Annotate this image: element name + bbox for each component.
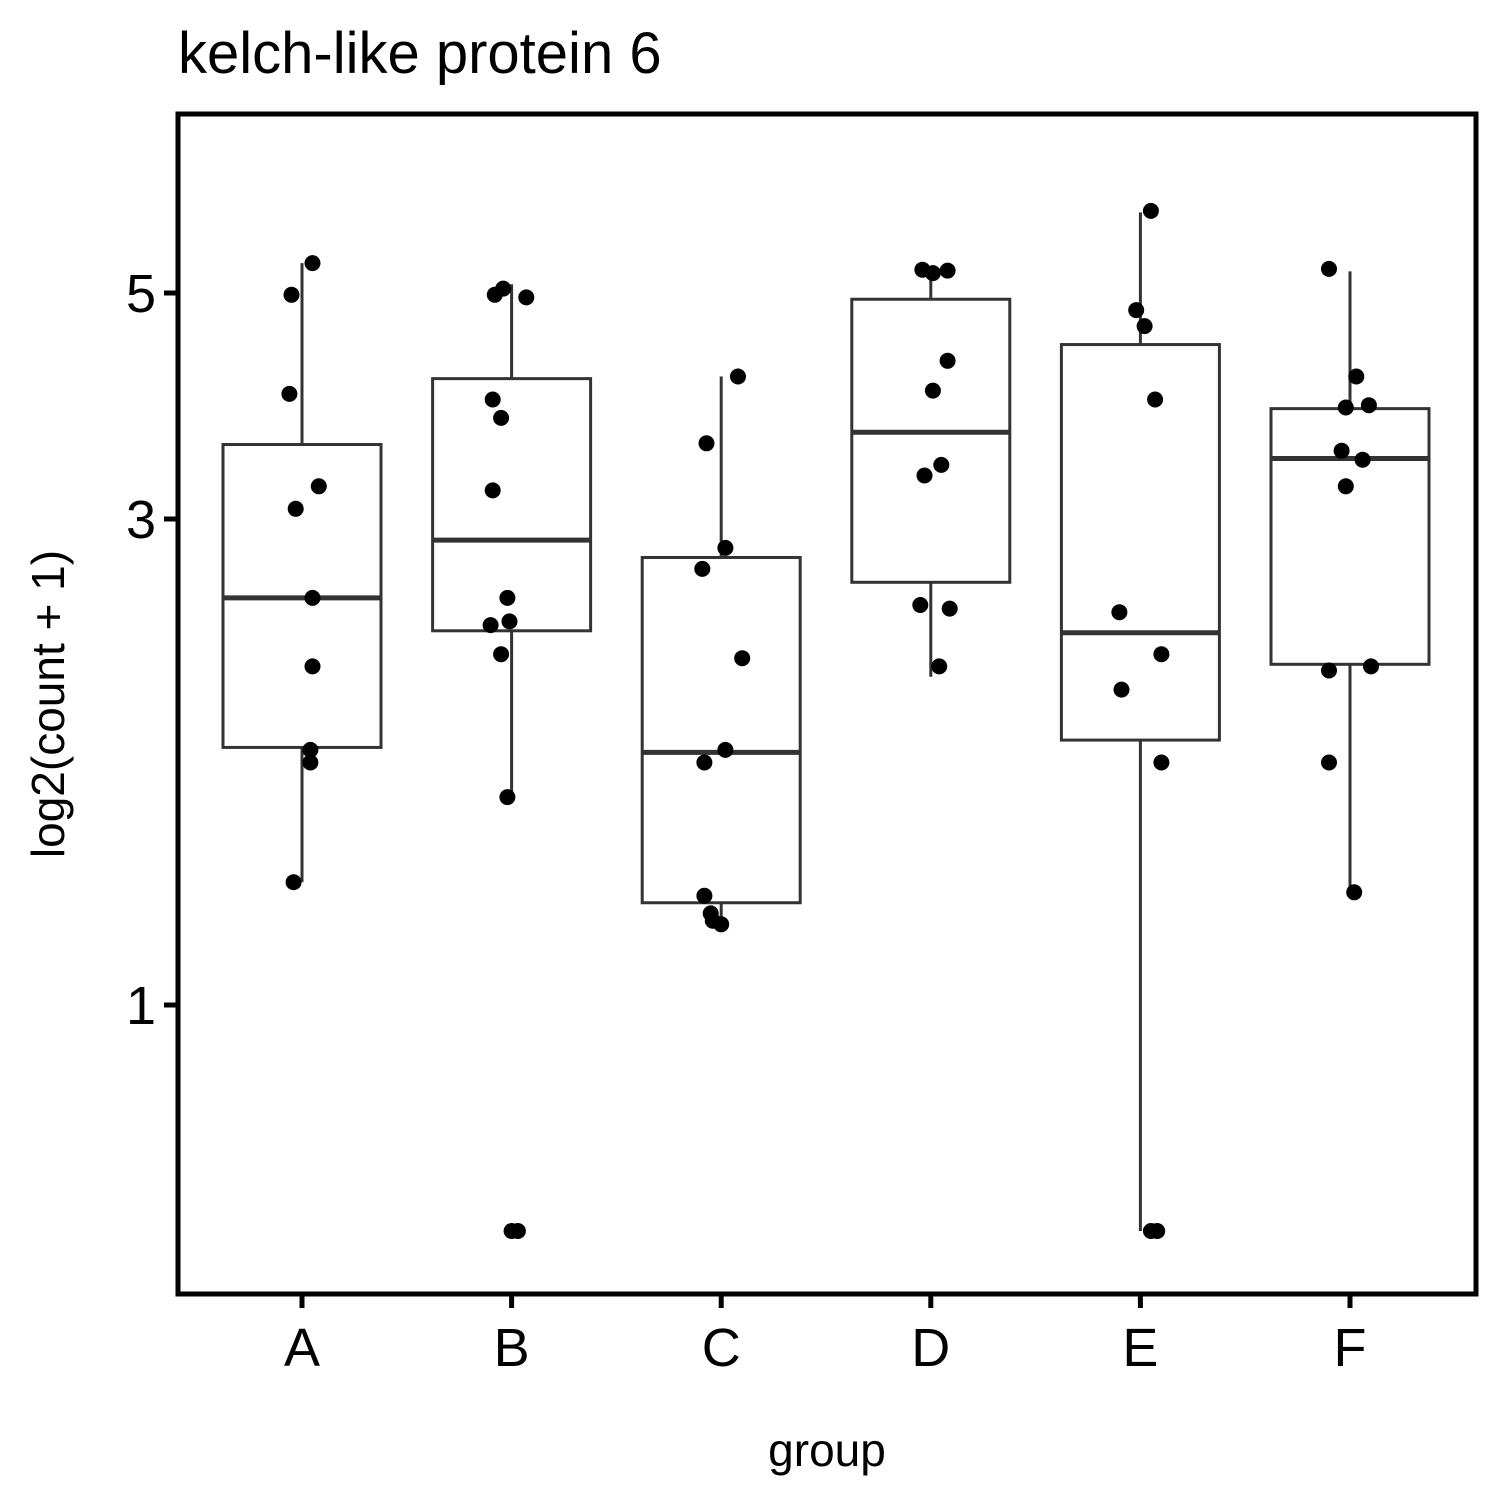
y-tick-label: 1 [126,976,156,1036]
data-point-C [717,539,734,556]
box-iqr [850,297,1012,584]
x-tick-label-C: C [702,1318,741,1378]
y-tick-label: 5 [126,264,156,324]
data-point-F [1337,399,1354,416]
data-point-B [499,589,516,606]
data-point-E [1128,302,1145,319]
plot-panel [175,111,1479,1297]
box-group-E [1059,212,1221,1231]
data-point-A [302,741,319,758]
data-point-D [941,600,958,617]
data-point-A [304,589,321,606]
y-tick-label: 3 [126,490,156,550]
y-axis-title: log2(count + 1) [22,550,74,858]
data-point-E [1142,202,1159,219]
boxes-layer [221,212,1431,1231]
data-point-A [304,658,321,675]
data-point-A [285,874,302,891]
data-point-C [694,560,711,577]
data-point-D [933,456,950,473]
data-point-F [1354,451,1371,468]
x-tick-label-A: A [284,1318,320,1378]
data-point-B [484,391,501,408]
x-tick-label-F: F [1334,1318,1367,1378]
data-point-E [1136,318,1153,335]
data-point-D [912,597,929,613]
data-point-D [924,265,941,282]
y-axis: 1 3 5 [126,264,178,1036]
data-point-B [484,482,501,499]
data-point-F [1321,662,1337,679]
data-point-D [939,262,956,279]
box-group-C [640,376,802,918]
data-point-B [493,409,510,426]
data-point-B [493,646,510,663]
data-point-B [482,617,499,634]
data-point-F [1321,754,1337,771]
x-axis-title: group [768,1424,886,1476]
box-iqr [431,377,593,633]
data-point-F [1321,260,1337,277]
data-point-C [734,650,751,667]
data-point-D [939,352,956,369]
data-point-E [1111,604,1128,621]
data-point-C [698,435,715,452]
box-iqr [1269,407,1431,666]
data-point-A [283,286,300,303]
x-tick-label-E: E [1122,1318,1158,1378]
box-group-B [431,284,593,798]
data-point-A [287,500,304,517]
box-group-A [221,263,383,883]
points-layer [281,202,1379,1239]
data-point-C [713,916,730,933]
data-point-E [1147,391,1164,408]
x-tick-label-D: D [911,1318,950,1378]
data-point-C [730,368,746,385]
data-point-A [281,385,298,402]
data-point-F [1348,368,1365,385]
data-point-E [1149,1223,1166,1239]
data-point-A [304,255,321,272]
data-point-C [696,754,713,771]
box-group-F [1269,271,1431,889]
data-point-B [518,289,535,306]
box-iqr [1059,343,1221,742]
data-point-E [1153,754,1170,771]
data-point-B [495,280,512,297]
data-point-A [310,478,327,495]
data-point-C [696,887,713,904]
data-point-D [931,658,948,675]
data-point-C [717,741,734,758]
x-axis: A B C D E F [284,1294,1367,1378]
data-point-F [1346,884,1363,901]
data-point-F [1360,397,1377,414]
data-point-F [1333,442,1350,459]
data-point-B [501,613,518,630]
x-tick-label-B: B [494,1318,530,1378]
data-point-F [1337,478,1354,495]
data-point-B [499,789,516,806]
data-point-B [509,1223,526,1239]
data-point-D [916,467,933,484]
data-point-E [1153,646,1170,663]
data-point-D [924,382,941,399]
data-point-F [1363,658,1379,675]
box-group-D [850,271,1012,677]
box-iqr [640,555,802,905]
data-point-E [1113,681,1130,698]
data-point-A [302,754,319,771]
chart-title: kelch-like protein 6 [178,21,662,86]
